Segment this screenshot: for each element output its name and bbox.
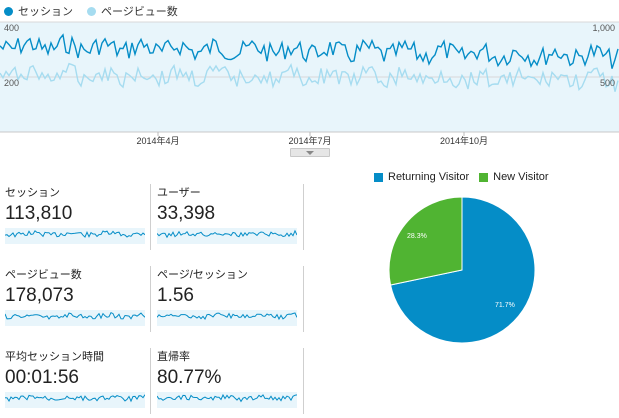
sparkline-line <box>157 312 297 321</box>
chevron-down-icon <box>306 150 314 155</box>
metric-bounce-rate[interactable]: 直帰率 80.77% <box>157 350 302 412</box>
metric-sparkline <box>157 228 297 244</box>
pageviews-line <box>0 62 619 92</box>
sessions-line <box>0 33 619 69</box>
timeline-chart-svg: 400 200 1,000 500 2014年4月 2014年7月 2014年1… <box>0 21 619 146</box>
metric-value: 178,073 <box>5 285 74 306</box>
x-tick-label-3: 2014年10月 <box>440 135 488 146</box>
metric-value: 33,398 <box>157 203 216 224</box>
visitor-type-pie-svg <box>388 196 536 344</box>
metric-label: ページビュー数 <box>5 269 82 281</box>
pie-legend-swatch <box>479 172 489 182</box>
metric-value: 1.56 <box>157 285 194 306</box>
right-axis-mid-label: 500 <box>600 78 615 88</box>
metric-divider <box>303 348 304 414</box>
metric-label: 平均セッション時間 <box>5 351 104 363</box>
metric-divider <box>150 184 151 250</box>
pie-slice-returning[interactable] <box>389 196 536 344</box>
metric-avg-session-duration[interactable]: 平均セッション時間 00:01:56 <box>5 350 150 412</box>
metric-pages-per-session[interactable]: ページ/セッション 1.56 <box>157 268 302 330</box>
metric-divider <box>303 184 304 250</box>
x-tick-label-1: 2014年4月 <box>136 135 179 146</box>
left-axis-mid-label: 200 <box>4 78 19 88</box>
pie-legend-new[interactable]: New Visitor <box>479 171 549 183</box>
legend-item-pageviews[interactable]: ページビュー数 <box>87 3 178 19</box>
chart-expand-handle[interactable] <box>290 148 330 157</box>
pie-legend-label: New Visitor <box>493 171 549 183</box>
timeline-chart[interactable]: 400 200 1,000 500 2014年4月 2014年7月 2014年1… <box>0 20 619 155</box>
metric-value: 113,810 <box>5 203 73 224</box>
metric-sessions[interactable]: セッション 113,810 <box>5 186 150 248</box>
legend-dot-pageviews <box>87 6 96 16</box>
metric-label: 直帰率 <box>157 351 190 363</box>
sparkline-line <box>157 393 297 403</box>
metric-divider <box>150 348 151 414</box>
metric-divider <box>303 266 304 332</box>
metric-sparkline <box>5 310 145 326</box>
pie-label-new: 28.3% <box>407 233 427 240</box>
sparkline-line <box>157 229 297 239</box>
metric-sparkline <box>5 228 145 244</box>
sparkline-background <box>157 392 297 408</box>
x-tick-label-2: 2014年7月 <box>288 135 331 146</box>
legend-dot-sessions <box>4 6 13 16</box>
sparkline-line <box>5 230 145 238</box>
metric-pageviews[interactable]: ページビュー数 178,073 <box>5 268 150 330</box>
sparkline-line <box>5 312 145 320</box>
sparkline-background <box>157 310 297 326</box>
pie-legend-swatch <box>374 172 383 182</box>
metric-sparkline <box>5 392 145 408</box>
metric-label: セッション <box>5 187 60 199</box>
legend-label-pageviews: ページビュー数 <box>101 6 178 18</box>
metric-label: ユーザー <box>157 187 201 199</box>
chart-legend: セッション ページビュー数 <box>4 4 192 18</box>
visitor-type-pie[interactable]: 28.3% 71.7% <box>387 195 537 345</box>
sparkline-background <box>5 228 145 244</box>
metric-users[interactable]: ユーザー 33,398 <box>157 186 302 248</box>
metric-value: 00:01:56 <box>5 367 79 388</box>
pie-slice-new[interactable] <box>388 196 463 286</box>
metric-value: 80.77% <box>157 367 222 388</box>
metric-divider <box>150 266 151 332</box>
pie-legend: Returning Visitor New Visitor <box>374 171 559 183</box>
sparkline-line <box>5 394 145 403</box>
legend-label-sessions: セッション <box>18 6 73 18</box>
metric-label: ページ/セッション <box>157 269 248 281</box>
legend-item-sessions[interactable]: セッション <box>4 3 73 19</box>
left-axis-top-label: 400 <box>4 23 19 33</box>
pie-legend-returning[interactable]: Returning Visitor <box>374 171 469 183</box>
pie-legend-label: Returning Visitor <box>388 171 470 183</box>
pie-label-returning: 71.7% <box>495 302 515 309</box>
sparkline-background <box>157 228 297 244</box>
metric-sparkline <box>157 392 297 408</box>
right-axis-top-label: 1,000 <box>592 23 615 33</box>
metric-sparkline <box>157 310 297 326</box>
